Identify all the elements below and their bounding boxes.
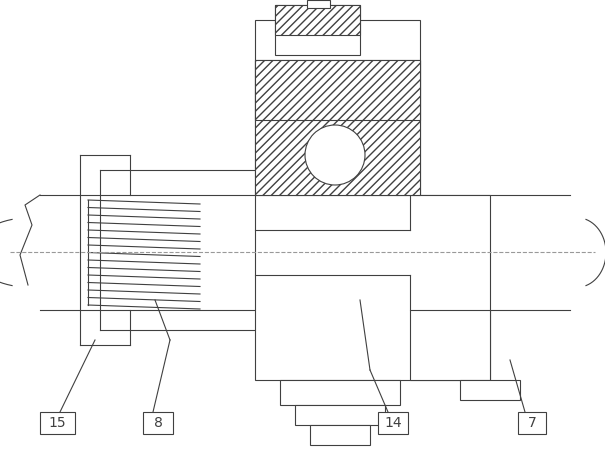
- Bar: [255, 20, 420, 195]
- Bar: [143, 412, 173, 434]
- Bar: [255, 195, 490, 380]
- Bar: [310, 425, 370, 445]
- Text: 14: 14: [384, 416, 402, 430]
- Text: 7: 7: [528, 416, 537, 430]
- Bar: [295, 405, 385, 425]
- Bar: [410, 310, 490, 380]
- Bar: [275, 5, 360, 55]
- Circle shape: [305, 125, 365, 185]
- Text: 8: 8: [154, 416, 162, 430]
- Bar: [255, 60, 420, 195]
- Bar: [378, 412, 408, 434]
- Text: 15: 15: [48, 416, 66, 430]
- Bar: [280, 380, 400, 405]
- Bar: [40, 412, 75, 434]
- Bar: [275, 5, 360, 35]
- Bar: [518, 412, 546, 434]
- Bar: [460, 380, 520, 400]
- Bar: [255, 60, 420, 120]
- Bar: [307, 0, 330, 8]
